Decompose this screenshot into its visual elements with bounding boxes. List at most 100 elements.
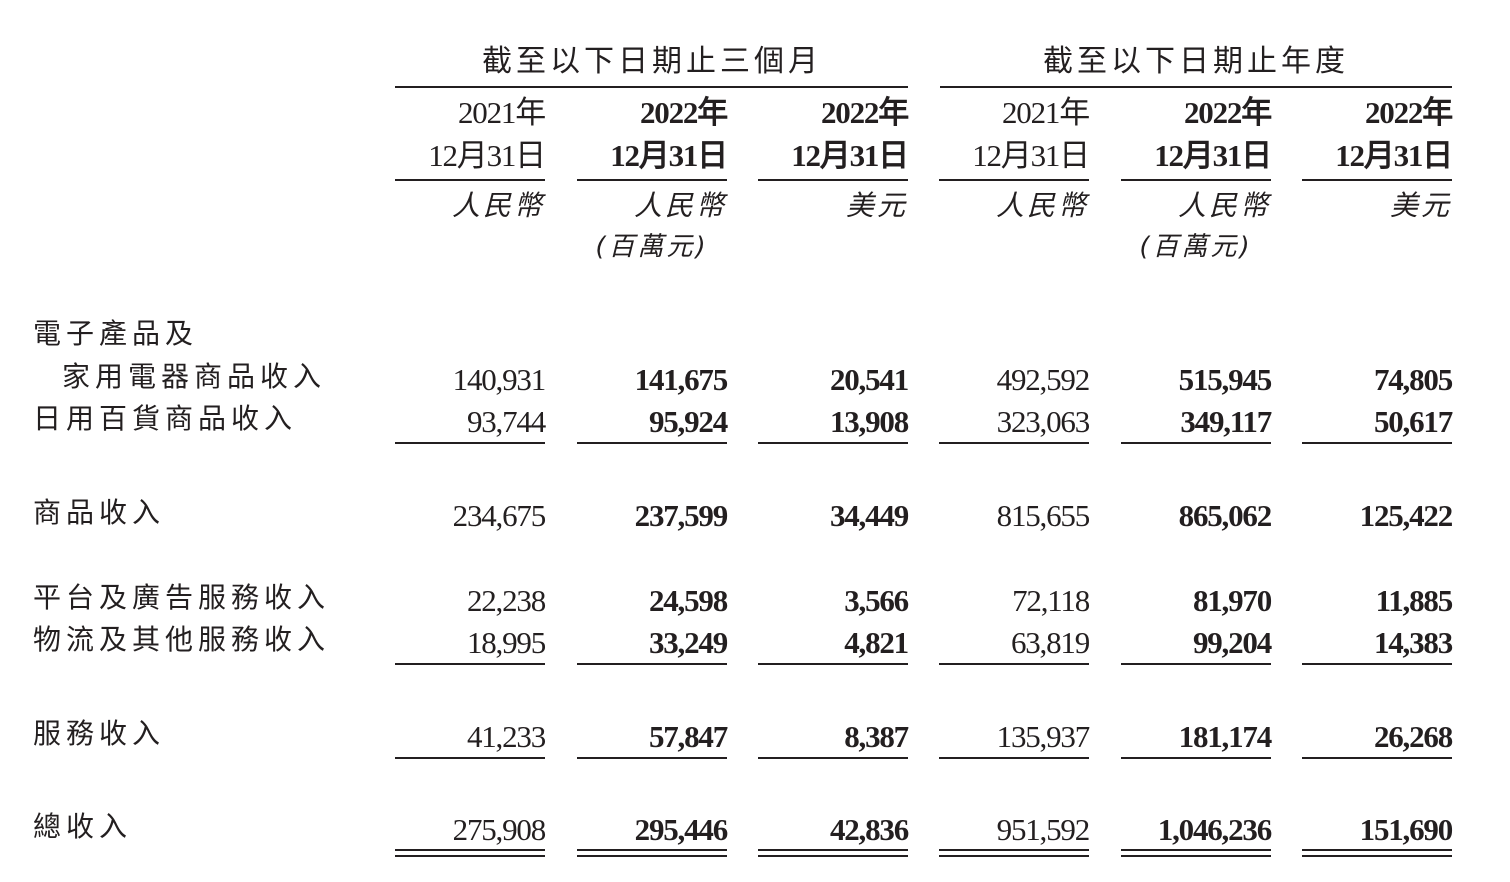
cell-value: 34,449: [829, 498, 909, 533]
total-rule: [939, 855, 1089, 857]
cell-value: 515,945: [1178, 362, 1273, 397]
column-year: 2022年: [821, 95, 909, 130]
subtotal-rule: [1302, 442, 1452, 444]
row-label: 平台及廣告服務收入: [33, 581, 331, 614]
column-currency: 美元: [845, 189, 908, 222]
cell-value: 181,174: [1178, 719, 1273, 754]
subtotal-rule: [395, 663, 545, 665]
cell-value: 4,821: [844, 625, 909, 660]
subtotal-rule: [1302, 757, 1452, 759]
total-rule: [939, 849, 1089, 851]
row-label: 物流及其他服務收入: [33, 623, 331, 656]
column-currency: 人民幣: [451, 189, 545, 222]
row-label: 日用百貨商品收入: [33, 402, 298, 435]
row-label: 電子產品及: [33, 317, 199, 350]
column-year: 2022年: [1184, 95, 1272, 130]
subtotal-rule: [939, 757, 1089, 759]
unit-note: (百萬元): [1139, 232, 1253, 262]
total-rule: [758, 855, 908, 857]
cell-value: 8,387: [844, 719, 909, 754]
cell-value: 275,908: [452, 812, 547, 847]
column-date: 12月31日: [791, 138, 909, 173]
column-rule: [577, 179, 727, 181]
subtotal-rule: [1121, 757, 1271, 759]
subtotal-rule: [1121, 442, 1271, 444]
cell-value: 13,908: [829, 404, 909, 439]
cell-value: 72,118: [1012, 583, 1090, 618]
column-rule: [939, 179, 1089, 181]
column-rule: [395, 179, 545, 181]
column-currency: 美元: [1389, 189, 1452, 222]
cell-value: 74,805: [1373, 362, 1453, 397]
cell-value: 57,847: [648, 719, 728, 754]
column-rule: [1121, 179, 1271, 181]
total-rule: [1121, 855, 1271, 857]
cell-value: 24,598: [648, 583, 728, 618]
subtotal-rule: [577, 663, 727, 665]
cell-value: 18,995: [466, 625, 546, 660]
column-rule: [1302, 179, 1452, 181]
cell-value: 140,931: [452, 362, 547, 397]
cell-value: 81,970: [1192, 583, 1272, 618]
total-rule: [577, 855, 727, 857]
column-date: 12月31日: [610, 138, 728, 173]
cell-value: 22,238: [466, 583, 546, 618]
subtotal-rule: [758, 442, 908, 444]
subtotal-rule: [939, 442, 1089, 444]
cell-value: 42,836: [829, 812, 909, 847]
total-rule: [1121, 849, 1271, 851]
subtotal-rule: [1302, 663, 1452, 665]
group-header: 截至以下日期止年度: [1043, 44, 1349, 79]
column-year: 2021年: [458, 95, 546, 130]
group-rule: [395, 86, 908, 88]
cell-value: 492,592: [996, 362, 1091, 397]
unit-note: (百萬元): [595, 232, 709, 262]
cell-value: 951,592: [996, 812, 1091, 847]
cell-value: 50,617: [1373, 404, 1453, 439]
cell-value: 135,937: [996, 719, 1091, 754]
column-rule: [758, 179, 908, 181]
cell-value: 14,383: [1373, 625, 1453, 660]
subtotal-rule: [939, 663, 1089, 665]
total-rule: [395, 849, 545, 851]
cell-value: 95,924: [648, 404, 728, 439]
cell-value: 63,819: [1010, 625, 1090, 660]
cell-value: 1,046,236: [1157, 812, 1272, 847]
subtotal-rule: [577, 442, 727, 444]
column-year: 2022年: [640, 95, 728, 130]
subtotal-rule: [577, 757, 727, 759]
row-label: 總收入: [33, 810, 133, 843]
subtotal-rule: [395, 757, 545, 759]
column-year: 2022年: [1365, 95, 1453, 130]
cell-value: 20,541: [829, 362, 909, 397]
total-rule: [1302, 855, 1452, 857]
column-date: 12月31日: [1335, 138, 1453, 173]
group-header: 截至以下日期止三個月: [482, 44, 822, 79]
cell-value: 141,675: [634, 362, 729, 397]
cell-value: 41,233: [466, 719, 546, 754]
cell-value: 323,063: [996, 404, 1091, 439]
column-date: 12月31日: [1154, 138, 1272, 173]
subtotal-rule: [1121, 663, 1271, 665]
group-rule: [940, 86, 1452, 88]
cell-value: 865,062: [1178, 498, 1273, 533]
column-date: 12月31日: [972, 138, 1090, 173]
column-year: 2021年: [1002, 95, 1090, 130]
total-rule: [395, 855, 545, 857]
cell-value: 99,204: [1192, 625, 1272, 660]
total-rule: [758, 849, 908, 851]
cell-value: 3,566: [844, 583, 909, 618]
cell-value: 349,117: [1180, 404, 1272, 439]
total-rule: [577, 849, 727, 851]
row-label: 商品收入: [33, 496, 166, 529]
cell-value: 26,268: [1373, 719, 1453, 754]
column-date: 12月31日: [428, 138, 546, 173]
row-label: 服務收入: [33, 717, 166, 750]
cell-value: 234,675: [452, 498, 547, 533]
cell-value: 125,422: [1359, 498, 1454, 533]
subtotal-rule: [758, 757, 908, 759]
column-currency: 人民幣: [633, 189, 727, 222]
column-currency: 人民幣: [1177, 189, 1271, 222]
cell-value: 295,446: [634, 812, 729, 847]
subtotal-rule: [758, 663, 908, 665]
